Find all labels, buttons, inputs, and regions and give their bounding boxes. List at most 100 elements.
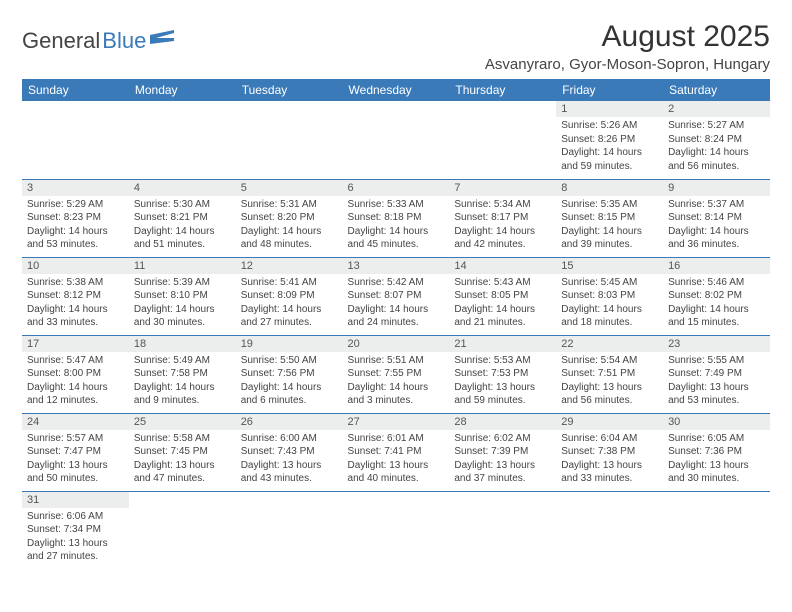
day-details: Sunrise: 5:53 AMSunset: 7:53 PMDaylight:…: [449, 352, 556, 412]
day-number: 26: [236, 414, 343, 430]
calendar-cell: 16Sunrise: 5:46 AMSunset: 8:02 PMDayligh…: [663, 257, 770, 335]
calendar-cell: 8Sunrise: 5:35 AMSunset: 8:15 PMDaylight…: [556, 179, 663, 257]
day-number: 18: [129, 336, 236, 352]
day-details: Sunrise: 6:06 AMSunset: 7:34 PMDaylight:…: [22, 508, 129, 568]
day-details: Sunrise: 6:00 AMSunset: 7:43 PMDaylight:…: [236, 430, 343, 490]
calendar-body: 1Sunrise: 5:26 AMSunset: 8:26 PMDaylight…: [22, 101, 770, 569]
day-details: Sunrise: 5:57 AMSunset: 7:47 PMDaylight:…: [22, 430, 129, 490]
day-details: Sunrise: 6:01 AMSunset: 7:41 PMDaylight:…: [343, 430, 450, 490]
day-number: 29: [556, 414, 663, 430]
day-number: 21: [449, 336, 556, 352]
day-details: Sunrise: 5:54 AMSunset: 7:51 PMDaylight:…: [556, 352, 663, 412]
day-details: Sunrise: 5:29 AMSunset: 8:23 PMDaylight:…: [22, 196, 129, 256]
calendar-cell: [129, 491, 236, 569]
day-number: 22: [556, 336, 663, 352]
day-details: Sunrise: 6:05 AMSunset: 7:36 PMDaylight:…: [663, 430, 770, 490]
calendar-cell: [663, 491, 770, 569]
day-number: 4: [129, 180, 236, 196]
day-number: 25: [129, 414, 236, 430]
day-details: Sunrise: 5:38 AMSunset: 8:12 PMDaylight:…: [22, 274, 129, 334]
day-number: 7: [449, 180, 556, 196]
day-details: Sunrise: 5:43 AMSunset: 8:05 PMDaylight:…: [449, 274, 556, 334]
weekday-header: Friday: [556, 79, 663, 101]
calendar-cell: 27Sunrise: 6:01 AMSunset: 7:41 PMDayligh…: [343, 413, 450, 491]
calendar-cell: 23Sunrise: 5:55 AMSunset: 7:49 PMDayligh…: [663, 335, 770, 413]
day-number: 15: [556, 258, 663, 274]
calendar-cell: [449, 101, 556, 179]
day-details: Sunrise: 6:02 AMSunset: 7:39 PMDaylight:…: [449, 430, 556, 490]
day-number: 2: [663, 101, 770, 117]
calendar-cell: 13Sunrise: 5:42 AMSunset: 8:07 PMDayligh…: [343, 257, 450, 335]
calendar-cell: 25Sunrise: 5:58 AMSunset: 7:45 PMDayligh…: [129, 413, 236, 491]
calendar-cell: [236, 491, 343, 569]
day-number: 11: [129, 258, 236, 274]
day-details: Sunrise: 5:50 AMSunset: 7:56 PMDaylight:…: [236, 352, 343, 412]
calendar-table: SundayMondayTuesdayWednesdayThursdayFrid…: [22, 79, 770, 569]
calendar-cell: 12Sunrise: 5:41 AMSunset: 8:09 PMDayligh…: [236, 257, 343, 335]
day-details: Sunrise: 5:34 AMSunset: 8:17 PMDaylight:…: [449, 196, 556, 256]
month-title: August 2025: [485, 20, 770, 54]
day-details: Sunrise: 5:30 AMSunset: 8:21 PMDaylight:…: [129, 196, 236, 256]
day-details: Sunrise: 5:33 AMSunset: 8:18 PMDaylight:…: [343, 196, 450, 256]
calendar-cell: [22, 101, 129, 179]
day-number: 8: [556, 180, 663, 196]
day-number: 14: [449, 258, 556, 274]
weekday-header: Sunday: [22, 79, 129, 101]
calendar-cell: 29Sunrise: 6:04 AMSunset: 7:38 PMDayligh…: [556, 413, 663, 491]
day-number: 1: [556, 101, 663, 117]
calendar-cell: 15Sunrise: 5:45 AMSunset: 8:03 PMDayligh…: [556, 257, 663, 335]
calendar-cell: 7Sunrise: 5:34 AMSunset: 8:17 PMDaylight…: [449, 179, 556, 257]
day-number: 17: [22, 336, 129, 352]
day-details: Sunrise: 6:04 AMSunset: 7:38 PMDaylight:…: [556, 430, 663, 490]
calendar-cell: 1Sunrise: 5:26 AMSunset: 8:26 PMDaylight…: [556, 101, 663, 179]
calendar-cell: 30Sunrise: 6:05 AMSunset: 7:36 PMDayligh…: [663, 413, 770, 491]
day-number: 30: [663, 414, 770, 430]
calendar-cell: [236, 101, 343, 179]
calendar-cell: 21Sunrise: 5:53 AMSunset: 7:53 PMDayligh…: [449, 335, 556, 413]
calendar-cell: 24Sunrise: 5:57 AMSunset: 7:47 PMDayligh…: [22, 413, 129, 491]
day-number: 23: [663, 336, 770, 352]
day-number: 27: [343, 414, 450, 430]
calendar-cell: [449, 491, 556, 569]
calendar-cell: 31Sunrise: 6:06 AMSunset: 7:34 PMDayligh…: [22, 491, 129, 569]
day-details: Sunrise: 5:35 AMSunset: 8:15 PMDaylight:…: [556, 196, 663, 256]
calendar-cell: 14Sunrise: 5:43 AMSunset: 8:05 PMDayligh…: [449, 257, 556, 335]
day-number: 6: [343, 180, 450, 196]
day-number: 10: [22, 258, 129, 274]
weekday-header: Thursday: [449, 79, 556, 101]
calendar-cell: [343, 101, 450, 179]
location-text: Asvanyraro, Gyor-Moson-Sopron, Hungary: [485, 56, 770, 73]
calendar-cell: 28Sunrise: 6:02 AMSunset: 7:39 PMDayligh…: [449, 413, 556, 491]
calendar-cell: 2Sunrise: 5:27 AMSunset: 8:24 PMDaylight…: [663, 101, 770, 179]
day-number: 3: [22, 180, 129, 196]
logo: GeneralBlue: [22, 28, 176, 54]
weekday-header: Tuesday: [236, 79, 343, 101]
calendar-cell: 4Sunrise: 5:30 AMSunset: 8:21 PMDaylight…: [129, 179, 236, 257]
calendar-cell: 6Sunrise: 5:33 AMSunset: 8:18 PMDaylight…: [343, 179, 450, 257]
day-number: 5: [236, 180, 343, 196]
day-details: Sunrise: 5:31 AMSunset: 8:20 PMDaylight:…: [236, 196, 343, 256]
weekday-header: Wednesday: [343, 79, 450, 101]
day-details: Sunrise: 5:27 AMSunset: 8:24 PMDaylight:…: [663, 117, 770, 177]
day-details: Sunrise: 5:55 AMSunset: 7:49 PMDaylight:…: [663, 352, 770, 412]
day-details: Sunrise: 5:46 AMSunset: 8:02 PMDaylight:…: [663, 274, 770, 334]
calendar-header-row: SundayMondayTuesdayWednesdayThursdayFrid…: [22, 79, 770, 101]
day-number: 12: [236, 258, 343, 274]
calendar-cell: [556, 491, 663, 569]
day-details: Sunrise: 5:41 AMSunset: 8:09 PMDaylight:…: [236, 274, 343, 334]
calendar-cell: 3Sunrise: 5:29 AMSunset: 8:23 PMDaylight…: [22, 179, 129, 257]
calendar-cell: 10Sunrise: 5:38 AMSunset: 8:12 PMDayligh…: [22, 257, 129, 335]
calendar-cell: 17Sunrise: 5:47 AMSunset: 8:00 PMDayligh…: [22, 335, 129, 413]
calendar-cell: 22Sunrise: 5:54 AMSunset: 7:51 PMDayligh…: [556, 335, 663, 413]
day-number: 20: [343, 336, 450, 352]
logo-text-general: General: [22, 28, 100, 54]
day-details: Sunrise: 5:39 AMSunset: 8:10 PMDaylight:…: [129, 274, 236, 334]
day-number: 13: [343, 258, 450, 274]
weekday-header: Monday: [129, 79, 236, 101]
day-details: Sunrise: 5:37 AMSunset: 8:14 PMDaylight:…: [663, 196, 770, 256]
day-number: 19: [236, 336, 343, 352]
calendar-cell: 26Sunrise: 6:00 AMSunset: 7:43 PMDayligh…: [236, 413, 343, 491]
day-number: 24: [22, 414, 129, 430]
day-details: Sunrise: 5:49 AMSunset: 7:58 PMDaylight:…: [129, 352, 236, 412]
weekday-header: Saturday: [663, 79, 770, 101]
